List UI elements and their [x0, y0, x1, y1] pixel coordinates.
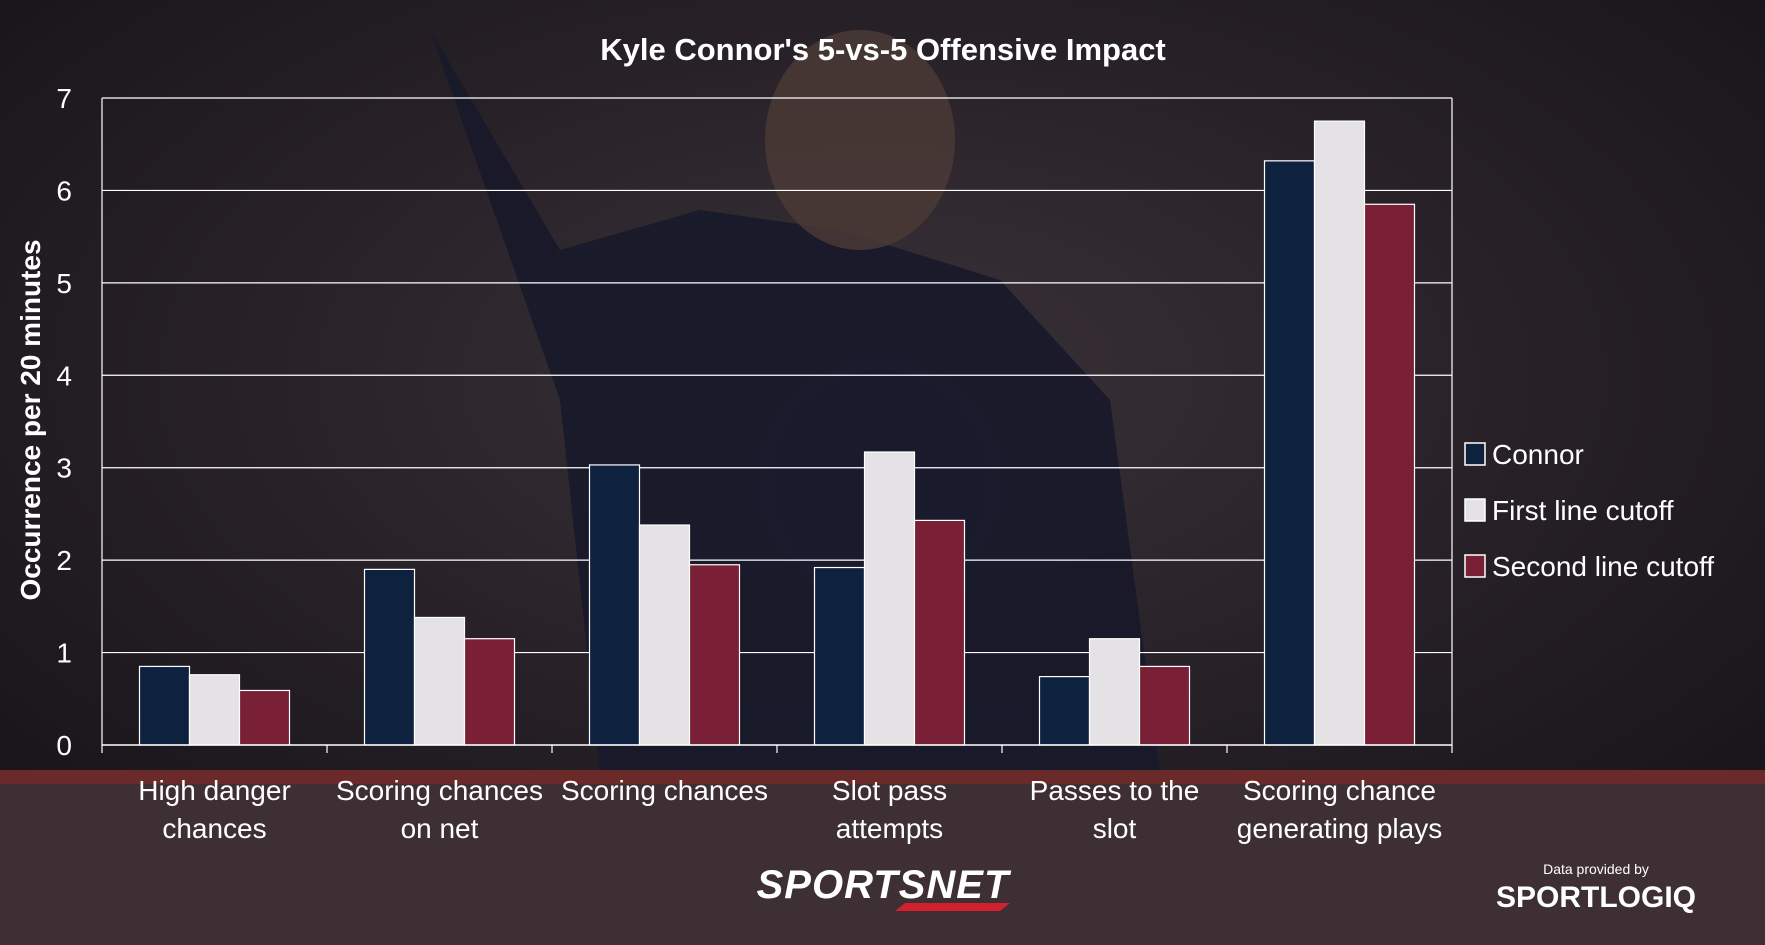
bar-0-2 [588, 464, 641, 746]
legend-label: Connor [1492, 439, 1584, 470]
gridlines [102, 97, 1452, 654]
x-category-label: Slot pass [832, 775, 947, 806]
bars [138, 120, 1416, 746]
bar-2-5 [1363, 203, 1416, 746]
data-provided-by-label: Data provided by [1543, 861, 1649, 877]
y-tick-label: 7 [56, 83, 72, 114]
x-category-label: High danger [138, 775, 291, 806]
bar-0-5 [1263, 160, 1316, 746]
x-category-label: Scoring chances [561, 775, 768, 806]
x-category-label: chances [162, 813, 266, 844]
sportsnet-wordmark: SPORTSNET [757, 863, 1012, 907]
bar-0-1 [363, 568, 416, 746]
x-category-label: Scoring chances [336, 775, 543, 806]
legend-label: First line cutoff [1492, 495, 1674, 526]
legend-swatch [1464, 554, 1486, 578]
legend-swatch [1464, 442, 1486, 466]
bar-1-0 [188, 674, 241, 746]
x-category-label: slot [1093, 813, 1137, 844]
y-tick-label: 3 [56, 453, 72, 484]
bar-0-3 [813, 566, 866, 746]
y-tick-label: 0 [56, 730, 72, 761]
bar-0-4 [1038, 676, 1091, 746]
chart-title: Kyle Connor's 5-vs-5 Offensive Impact [600, 32, 1166, 67]
x-category-label: on net [401, 813, 479, 844]
y-tick-label: 6 [56, 175, 72, 206]
bar-2-0 [238, 689, 291, 746]
bar-1-3 [863, 451, 916, 746]
y-axis-ticks: 0 1 2 3 4 5 6 7 [56, 83, 72, 761]
x-axis [101, 98, 1453, 753]
bar-2-1 [463, 638, 516, 746]
bar-2-2 [688, 564, 741, 746]
sportsnet-logo: SPORTSNET [757, 863, 1012, 911]
y-axis-label: Occurrence per 20 minutes [15, 239, 46, 600]
y-tick-label: 5 [56, 268, 72, 299]
x-category-label: attempts [836, 813, 943, 844]
bar-1-4 [1088, 638, 1141, 746]
bar-2-3 [913, 519, 966, 746]
y-tick-label: 1 [56, 638, 72, 669]
legend-label: Second line cutoff [1492, 551, 1714, 582]
x-category-label: generating plays [1237, 813, 1442, 844]
bar-0-0 [138, 665, 191, 746]
y-tick-label: 2 [56, 545, 72, 576]
x-category-label: Passes to the [1030, 775, 1200, 806]
x-category-label: Scoring chance [1243, 775, 1436, 806]
bar-1-1 [413, 616, 466, 746]
bar-1-2 [638, 524, 691, 746]
x-axis-categories: High danger chances Scoring chances on net S… [138, 775, 1442, 844]
y-tick-label: 4 [56, 360, 72, 391]
bar-1-5 [1313, 120, 1366, 746]
bar-2-4 [1138, 665, 1191, 746]
legend-swatch [1464, 498, 1486, 522]
legend: Connor First line cutoff Second line cutof… [1464, 439, 1714, 582]
sportlogiq-logo: SPORTLOGIQ [1496, 881, 1696, 914]
